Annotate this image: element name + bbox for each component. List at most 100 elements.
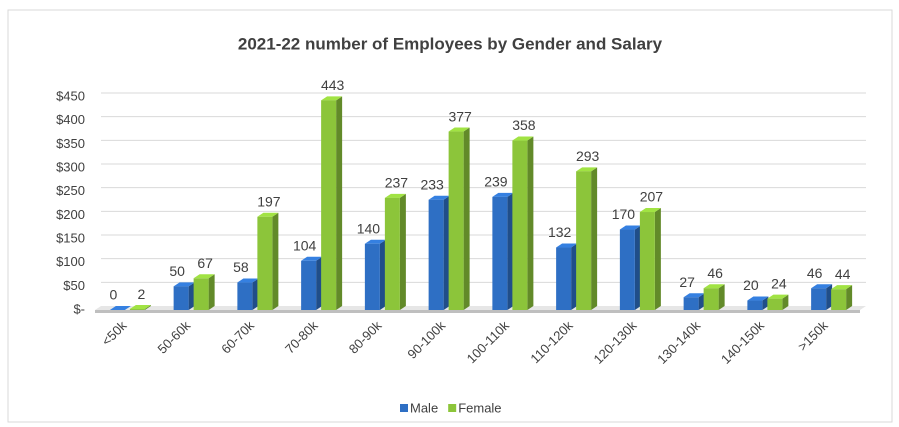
floor-edge: [95, 310, 860, 313]
bar-side: [399, 193, 406, 310]
bar-top: [321, 96, 343, 101]
y-tick-label: $-: [73, 301, 85, 316]
bar: [767, 298, 783, 310]
bar: [811, 288, 827, 310]
data-label: 140: [357, 220, 381, 236]
bar-side: [762, 296, 769, 310]
data-label: 443: [321, 77, 345, 93]
data-label: 67: [197, 255, 213, 271]
bar-top: [129, 305, 151, 310]
bar: [428, 199, 444, 310]
bar-side: [144, 305, 151, 310]
data-label: 239: [484, 174, 508, 190]
data-label: 46: [707, 265, 723, 281]
y-tick-label: $200: [56, 207, 85, 222]
data-label: 50: [169, 263, 185, 279]
bar-top: [576, 167, 598, 172]
bar-top: [173, 282, 195, 287]
bar-side: [571, 243, 578, 310]
bar-top: [811, 284, 833, 289]
bar-top: [619, 225, 641, 230]
legend-swatch: [448, 404, 457, 412]
bar-top: [428, 195, 450, 200]
bar-top: [257, 212, 279, 217]
bar-side: [316, 256, 323, 310]
bar-side: [718, 284, 725, 310]
y-tick-label: $100: [56, 254, 85, 269]
bar-top: [237, 278, 259, 283]
bar-top: [193, 274, 215, 279]
bar: [512, 140, 528, 310]
bar: [639, 212, 655, 310]
floor: [95, 306, 866, 310]
legend-label: Male: [410, 400, 438, 415]
bar: [492, 196, 508, 310]
chart-title: 2021-22 number of Employees by Gender an…: [238, 34, 663, 53]
bar-top: [767, 294, 789, 299]
data-label: 132: [548, 224, 572, 240]
bar-side: [846, 285, 853, 310]
bar-side: [826, 284, 833, 310]
legend-swatch: [400, 404, 408, 412]
data-label: 46: [807, 265, 823, 281]
y-tick-label: $450: [56, 88, 85, 103]
y-tick-label: $250: [56, 183, 85, 198]
bar-top: [831, 285, 853, 290]
bar-side: [654, 208, 661, 310]
data-label: 197: [257, 193, 281, 209]
bar: [129, 309, 145, 310]
bar-side: [208, 274, 215, 310]
data-label: 293: [576, 148, 600, 164]
bar: [703, 288, 719, 310]
bar: [448, 131, 464, 310]
legend-label: Female: [458, 400, 501, 415]
data-label: 0: [109, 287, 117, 303]
data-label: 358: [512, 117, 536, 133]
bar: [301, 260, 317, 310]
bar-side: [272, 212, 279, 310]
data-label: 237: [385, 175, 409, 191]
bar: [619, 229, 635, 310]
data-label: 20: [743, 277, 759, 293]
y-tick-label: $350: [56, 136, 85, 151]
bar: [556, 247, 572, 310]
data-label: 44: [835, 266, 851, 282]
bar-side: [336, 96, 343, 311]
bar-top: [301, 256, 323, 261]
bar: [173, 286, 189, 310]
data-label: 2: [137, 286, 145, 302]
bar-top: [683, 293, 705, 298]
bar-top: [448, 127, 470, 132]
bar-side: [443, 195, 450, 310]
bar-side: [591, 167, 598, 310]
data-label: 24: [771, 275, 787, 291]
data-label: 58: [233, 259, 249, 275]
bar: [321, 100, 337, 311]
bar: [683, 297, 699, 310]
bar-top: [109, 306, 131, 310]
data-label: 170: [612, 206, 636, 222]
bar-side: [379, 239, 386, 310]
bar: [257, 216, 273, 310]
y-tick-label: $400: [56, 112, 85, 127]
data-label: 233: [420, 176, 444, 192]
bar-side: [698, 293, 705, 310]
bar-side: [463, 127, 470, 310]
bar-side: [507, 192, 514, 310]
bar-top: [512, 136, 534, 141]
bar-top: [747, 296, 769, 301]
data-label: 207: [640, 189, 664, 205]
y-tick-label: $150: [56, 230, 85, 245]
data-label: 27: [679, 274, 695, 290]
bar-top: [703, 284, 725, 289]
bar-top: [556, 243, 578, 248]
bar-side: [527, 136, 534, 310]
bar-top: [364, 239, 386, 244]
bar: [747, 300, 763, 310]
bar: [364, 243, 380, 310]
data-label: 104: [293, 237, 317, 253]
bar: [384, 197, 400, 310]
y-tick-label: $50: [63, 278, 85, 293]
